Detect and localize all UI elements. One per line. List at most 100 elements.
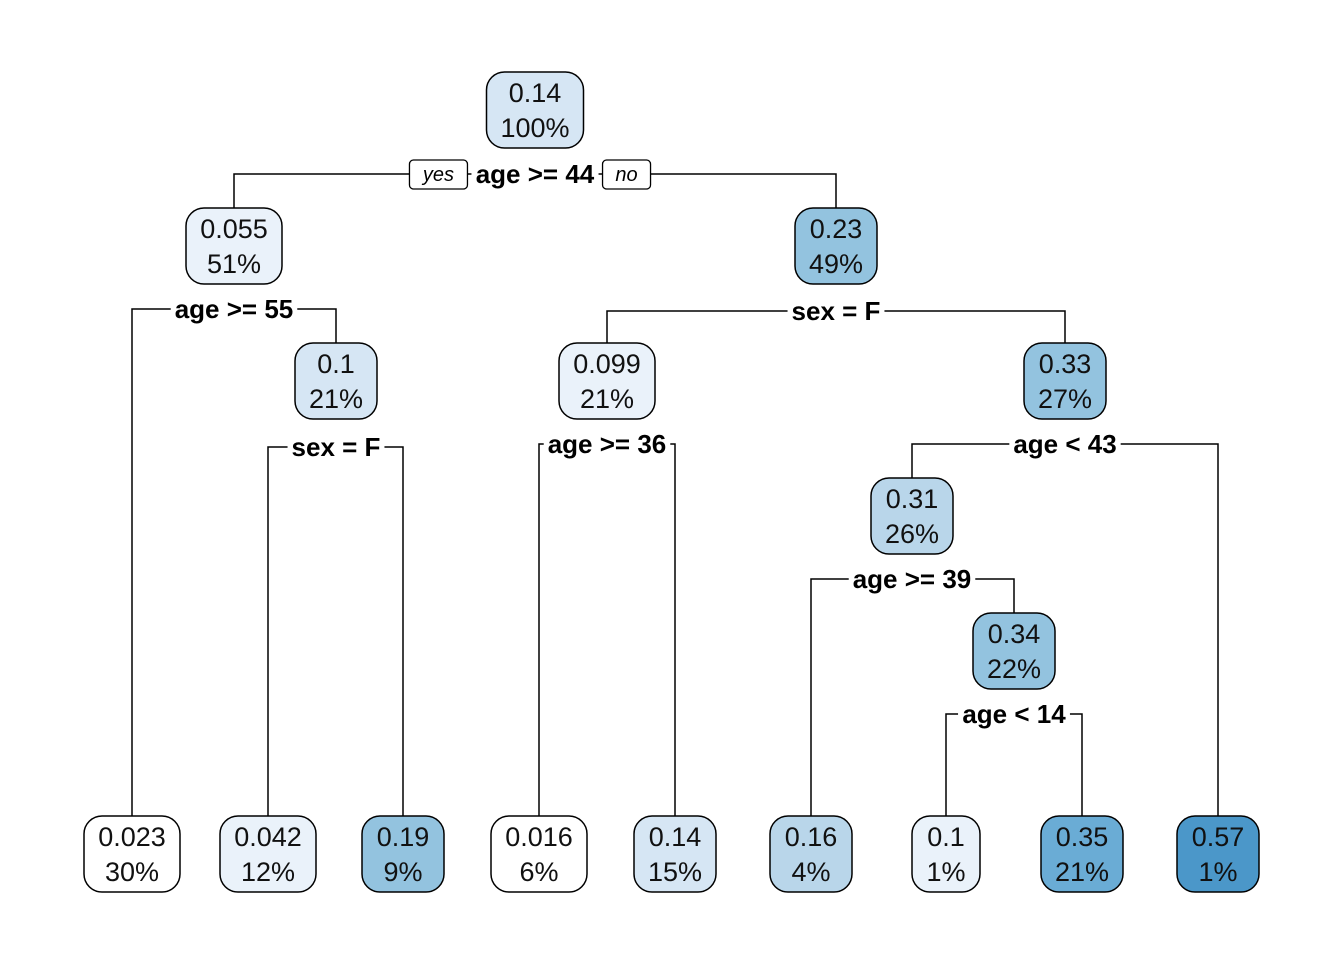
node-percent: 51%: [207, 249, 261, 279]
node-value: 0.31: [886, 484, 939, 514]
node-box: [185, 207, 283, 285]
split-label-n3: sex = F: [792, 296, 881, 326]
tree-node-n29: 0.34 22%: [972, 612, 1056, 690]
no-label: no: [615, 164, 637, 186]
node-value: 0.016: [505, 822, 573, 852]
node-percent: 26%: [885, 519, 939, 549]
tree-node-n1: 0.14 100%: [485, 71, 585, 149]
leaf-node-l6: 0.16 4%: [769, 815, 853, 893]
node-value: 0.16: [785, 822, 838, 852]
node-percent: 27%: [1038, 384, 1092, 414]
edge-n2-to-l1: [131, 308, 171, 816]
node-box: [794, 207, 878, 285]
tree-node-n7: 0.33 27%: [1023, 342, 1107, 420]
node-percent: 21%: [580, 384, 634, 414]
node-percent: 21%: [1055, 857, 1109, 887]
edge-n29-to-l7: [945, 713, 959, 816]
edge-n2-to-n5: [297, 308, 337, 343]
node-box: [485, 71, 585, 149]
tree-node-n3: 0.23 49%: [794, 207, 878, 285]
edge-n14-to-l6: [810, 578, 849, 816]
leaf-node-l7: 0.11%: [911, 815, 981, 893]
node-value: 0.57: [1192, 822, 1245, 852]
tree-node-n14: 0.31 26%: [870, 477, 954, 555]
yes-label: yes: [421, 164, 454, 186]
nodes: 0.14100%0.05551%0.2349%0.121%0.09921%0.3…: [83, 71, 1260, 893]
node-percent: 30%: [105, 857, 159, 887]
leaf-node-l8: 0.35 21%: [1040, 815, 1124, 893]
node-percent: 100%: [500, 113, 569, 143]
node-box: [361, 815, 445, 893]
edge-n3-to-n6: [606, 310, 788, 343]
node-value: 0.099: [573, 349, 641, 379]
node-box: [1040, 815, 1124, 893]
edge-n5-to-l3: [384, 446, 404, 816]
node-value: 0.1: [317, 349, 355, 379]
leaf-node-l5: 0.14 15%: [633, 815, 717, 893]
node-value: 0.055: [200, 214, 268, 244]
node-value: 0.023: [98, 822, 166, 852]
split-label-n6: age >= 36: [548, 429, 667, 459]
tree-node-n6: 0.099 21%: [558, 342, 656, 420]
node-box: [83, 815, 181, 893]
edge-n29-to-l8: [1069, 713, 1083, 816]
node-box: [870, 477, 954, 555]
split-label-n2: age >= 55: [175, 294, 294, 324]
edge-n7-to-l9: [1120, 443, 1219, 816]
leaf-node-l1: 0.023 30%: [83, 815, 181, 893]
split-label-n5: sex = F: [292, 432, 381, 462]
node-value: 0.042: [234, 822, 302, 852]
node-percent: 15%: [648, 857, 702, 887]
node-box: [1176, 815, 1260, 893]
node-box: [769, 815, 853, 893]
edge-n7-to-n14: [911, 443, 1010, 478]
split-labels: yes no age >= 44 age >= 55 sex = F sex = F age…: [175, 159, 1117, 729]
edge-n14-to-n29: [975, 578, 1015, 613]
node-box: [490, 815, 588, 893]
leaf-node-l3: 0.19 9%: [361, 815, 445, 893]
node-percent: 6%: [519, 857, 558, 887]
tree-node-n2: 0.055 51%: [185, 207, 283, 285]
edge-n6-to-l5: [670, 443, 676, 816]
edge-n1-to-n2: [233, 173, 410, 208]
node-value: 0.19: [377, 822, 430, 852]
node-box: [972, 612, 1056, 690]
split-label-n7: age < 43: [1013, 429, 1116, 459]
node-percent: 49%: [809, 249, 863, 279]
node-percent: 22%: [987, 654, 1041, 684]
edges: [131, 173, 1219, 816]
node-percent: 9%: [383, 857, 422, 887]
node-box: [1023, 342, 1107, 420]
split-label-n1: age >= 44: [476, 159, 595, 189]
split-label-n14: age >= 39: [853, 564, 972, 594]
node-percent: 1%: [1198, 857, 1237, 887]
node-value: 0.34: [988, 619, 1041, 649]
node-percent: 1%: [926, 857, 965, 887]
no-branch-label: no: [601, 159, 652, 190]
edge-n5-to-l2: [267, 446, 288, 816]
split-label-n29: age < 14: [962, 699, 1066, 729]
leaf-node-l9: 0.57 1%: [1176, 815, 1260, 893]
leaf-node-l2: 0.042 12%: [219, 815, 317, 893]
node-box: [558, 342, 656, 420]
node-percent: 21%: [309, 384, 363, 414]
node-value: 0.1: [927, 822, 965, 852]
leaf-node-l4: 0.016 6%: [490, 815, 588, 893]
node-value: 0.35: [1056, 822, 1109, 852]
yes-branch-label: yes: [408, 159, 469, 190]
node-percent: 4%: [791, 857, 830, 887]
tree-node-n5: 0.121%: [294, 342, 378, 420]
node-box: [911, 815, 981, 893]
node-value: 0.33: [1039, 349, 1092, 379]
node-box: [633, 815, 717, 893]
node-box: [294, 342, 378, 420]
node-percent: 12%: [241, 857, 295, 887]
node-value: 0.14: [509, 78, 562, 108]
node-value: 0.14: [649, 822, 702, 852]
node-box: [219, 815, 317, 893]
edge-n6-to-l4: [538, 443, 544, 816]
edge-n3-to-n7: [884, 310, 1066, 343]
edge-n1-to-n3: [650, 173, 837, 208]
node-value: 0.23: [810, 214, 863, 244]
